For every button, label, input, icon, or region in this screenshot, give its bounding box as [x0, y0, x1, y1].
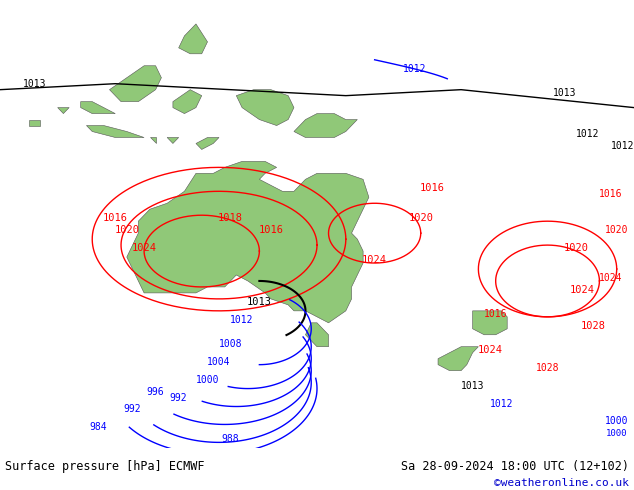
Polygon shape: [472, 311, 507, 335]
Text: 1028: 1028: [581, 321, 606, 331]
Text: 1024: 1024: [132, 243, 157, 253]
Text: ©weatheronline.co.uk: ©weatheronline.co.uk: [494, 478, 629, 488]
Polygon shape: [167, 138, 179, 144]
Text: 1013: 1013: [247, 297, 272, 307]
Text: 1024: 1024: [569, 285, 595, 295]
Text: 1020: 1020: [408, 213, 433, 223]
Text: 1008: 1008: [219, 339, 242, 349]
Text: 1024: 1024: [599, 273, 623, 283]
Text: 1016: 1016: [599, 189, 623, 199]
Polygon shape: [196, 138, 219, 149]
Polygon shape: [29, 120, 41, 125]
Text: 1024: 1024: [362, 255, 387, 265]
Polygon shape: [110, 66, 162, 101]
Polygon shape: [81, 101, 115, 114]
Text: 1013: 1013: [553, 88, 576, 98]
Text: 1024: 1024: [477, 344, 502, 355]
Text: 1016: 1016: [103, 213, 128, 223]
Text: 1020: 1020: [114, 225, 139, 235]
Text: 988: 988: [222, 434, 240, 444]
Text: 1012: 1012: [489, 398, 513, 409]
Text: 1016: 1016: [259, 225, 283, 235]
Polygon shape: [58, 108, 69, 114]
Text: 992: 992: [124, 404, 141, 415]
Text: Sa 28-09-2024 18:00 UTC (12+102): Sa 28-09-2024 18:00 UTC (12+102): [401, 460, 629, 473]
Text: 1012: 1012: [230, 315, 254, 325]
Text: 992: 992: [170, 392, 188, 402]
Polygon shape: [438, 347, 479, 370]
Polygon shape: [236, 90, 294, 125]
Polygon shape: [86, 125, 144, 138]
Text: 1000: 1000: [605, 416, 628, 426]
Text: 1000: 1000: [606, 429, 628, 439]
Text: 1020: 1020: [605, 225, 628, 235]
Polygon shape: [306, 323, 328, 347]
Text: 1016: 1016: [484, 309, 507, 319]
Text: 1012: 1012: [611, 142, 634, 151]
Text: 1018: 1018: [218, 213, 243, 223]
Text: 1000: 1000: [196, 374, 219, 385]
Text: 984: 984: [89, 422, 107, 432]
Text: 996: 996: [147, 387, 164, 396]
Polygon shape: [150, 138, 155, 144]
Text: 1016: 1016: [420, 183, 445, 193]
Polygon shape: [179, 24, 207, 54]
Polygon shape: [127, 161, 369, 323]
Text: 1012: 1012: [403, 64, 427, 74]
Polygon shape: [294, 114, 358, 138]
Text: 1028: 1028: [536, 363, 559, 372]
Text: 1012: 1012: [576, 129, 600, 140]
Polygon shape: [173, 90, 202, 114]
Text: 1013: 1013: [461, 381, 484, 391]
Text: Surface pressure [hPa] ECMWF: Surface pressure [hPa] ECMWF: [5, 460, 205, 473]
Text: 1004: 1004: [207, 357, 231, 367]
Text: 1013: 1013: [23, 79, 46, 89]
Text: 1020: 1020: [564, 243, 589, 253]
